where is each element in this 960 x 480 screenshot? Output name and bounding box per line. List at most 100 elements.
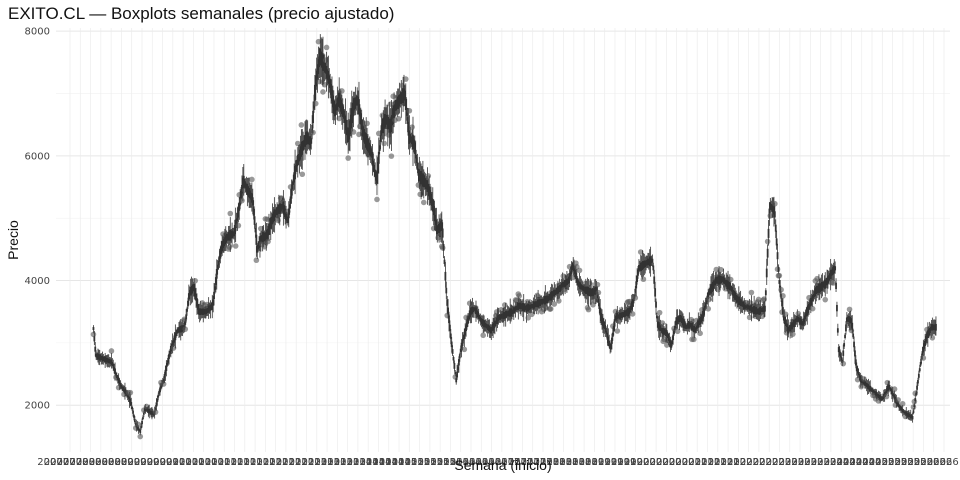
box-body bbox=[850, 318, 853, 324]
box-body bbox=[484, 323, 487, 328]
box-body bbox=[911, 416, 914, 420]
box-body bbox=[888, 384, 891, 389]
box-body bbox=[899, 405, 901, 409]
box-body bbox=[383, 117, 386, 129]
box-body bbox=[575, 276, 578, 283]
box-body bbox=[477, 313, 480, 319]
box-body bbox=[177, 328, 179, 332]
box-body bbox=[740, 300, 743, 307]
box-body bbox=[377, 151, 380, 164]
box-body bbox=[727, 280, 729, 290]
box-body bbox=[807, 305, 810, 314]
box-body bbox=[223, 239, 225, 247]
box-body bbox=[344, 115, 347, 131]
box-body bbox=[497, 314, 500, 322]
box-body bbox=[405, 108, 408, 116]
box-body bbox=[146, 408, 149, 412]
box-body bbox=[428, 186, 431, 197]
box-body bbox=[763, 305, 765, 313]
box-body bbox=[903, 411, 906, 414]
box-body bbox=[102, 356, 105, 362]
x-tick-label: 2025 bbox=[882, 457, 907, 468]
box-body bbox=[151, 411, 153, 415]
x-tick-label: 2020 bbox=[637, 457, 662, 468]
box-body bbox=[98, 354, 101, 361]
box-body bbox=[859, 375, 862, 382]
box-body bbox=[394, 99, 397, 111]
box-body bbox=[570, 267, 573, 275]
x-tick-label: 2012 bbox=[263, 457, 288, 468]
box-body bbox=[136, 425, 139, 430]
box-body bbox=[373, 164, 376, 172]
box-body bbox=[362, 126, 365, 141]
box-body bbox=[251, 197, 254, 206]
box-body bbox=[504, 310, 507, 319]
box-body bbox=[661, 328, 664, 333]
box-body bbox=[688, 320, 691, 329]
outlier-point bbox=[364, 120, 370, 127]
x-tick-label: 2024 bbox=[849, 457, 874, 468]
outlier-point bbox=[312, 100, 319, 107]
box-body bbox=[924, 338, 927, 346]
x-tick-label: 2012 bbox=[269, 457, 294, 468]
box-body bbox=[555, 289, 558, 294]
box-body bbox=[219, 250, 222, 259]
x-tick-label: 2023 bbox=[779, 457, 804, 468]
x-tick-label: 2009 bbox=[134, 457, 159, 468]
box-body bbox=[130, 402, 133, 406]
box-body bbox=[683, 320, 685, 328]
x-tick-label: 2014 bbox=[385, 457, 410, 468]
box-body bbox=[106, 357, 108, 363]
box-body bbox=[827, 275, 830, 281]
box-body bbox=[698, 320, 701, 326]
box-body bbox=[737, 297, 739, 303]
box-body bbox=[242, 175, 245, 188]
x-tick-label: 2017 bbox=[508, 457, 533, 468]
outlier-point bbox=[516, 293, 523, 299]
box-body bbox=[304, 132, 307, 145]
box-body bbox=[631, 299, 634, 308]
box-body bbox=[537, 299, 540, 308]
box-body bbox=[367, 142, 370, 153]
x-tick-label: 2020 bbox=[650, 457, 675, 468]
box-body bbox=[426, 180, 429, 192]
box-body bbox=[610, 343, 612, 350]
box-body bbox=[773, 202, 775, 215]
box-body bbox=[321, 53, 323, 68]
box-body bbox=[309, 136, 312, 149]
box-body bbox=[678, 315, 681, 323]
outlier-point bbox=[585, 306, 592, 313]
box-body bbox=[554, 289, 557, 295]
box-body bbox=[667, 335, 670, 341]
box-body bbox=[133, 419, 136, 423]
outlier-point bbox=[258, 225, 264, 232]
box-body bbox=[303, 140, 305, 147]
x-tick-label: 2015 bbox=[418, 457, 443, 468]
box-body bbox=[553, 289, 556, 297]
y-tick-label: 8000 bbox=[25, 27, 50, 38]
outlier-point bbox=[493, 309, 500, 315]
box-body bbox=[614, 316, 617, 320]
box-body bbox=[535, 301, 538, 308]
x-tick-label: 2016 bbox=[437, 457, 462, 468]
x-tick-label: 2008 bbox=[95, 457, 120, 468]
outlier-point bbox=[534, 292, 541, 299]
box-body bbox=[761, 307, 764, 313]
x-tick-label: 2008 bbox=[63, 457, 88, 468]
box-body bbox=[214, 286, 216, 291]
outlier-point bbox=[614, 328, 621, 334]
box-body bbox=[538, 301, 540, 305]
outlier-point bbox=[336, 115, 342, 122]
box-body bbox=[764, 305, 766, 312]
box-body bbox=[175, 332, 178, 337]
box-body bbox=[697, 320, 700, 328]
box-body bbox=[473, 307, 476, 311]
x-tick-label: 2010 bbox=[179, 457, 204, 468]
box-body bbox=[905, 411, 908, 416]
box-body bbox=[290, 188, 293, 199]
box-body bbox=[240, 190, 242, 200]
box-body bbox=[806, 307, 809, 316]
box-body bbox=[376, 161, 379, 173]
x-tick-label: 2020 bbox=[669, 457, 694, 468]
box-body bbox=[647, 258, 650, 265]
